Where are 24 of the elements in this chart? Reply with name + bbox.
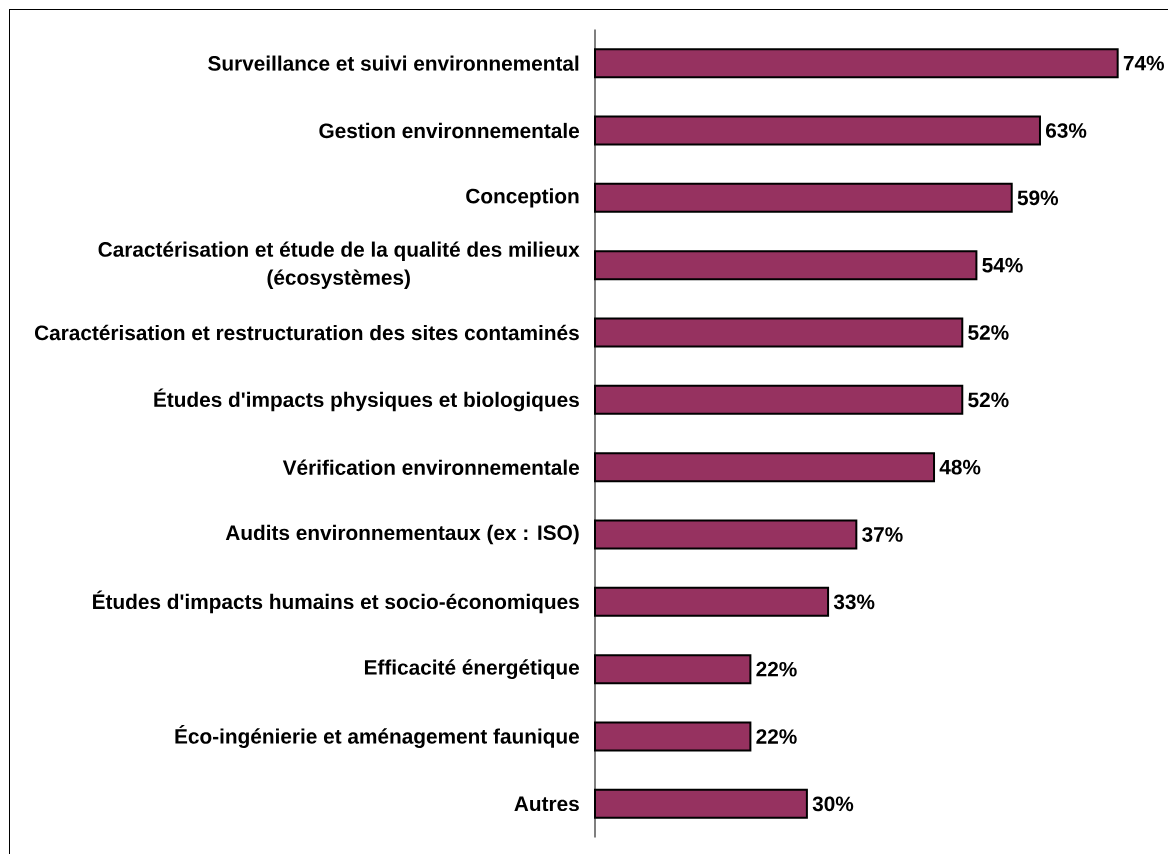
y-tick-label: Conception: [466, 188, 579, 208]
data-label: 30%: [812, 796, 854, 812]
y-tick-label: Autres: [514, 796, 579, 812]
data-label: 63%: [1045, 123, 1087, 138]
y-tick-label: Vérification environnementale: [282, 459, 579, 475]
y-tick-label: Caractérisation et étude de la qualité des milieux (écosystèmes): [98, 241, 580, 289]
data-label: 37%: [862, 527, 903, 542]
y-tick-label: Éco-ingénierie et aménagement faunique: [175, 725, 580, 748]
data-label: 22%: [756, 661, 797, 677]
data-label: 74%: [1123, 55, 1164, 71]
data-label: 59%: [1017, 190, 1059, 206]
data-label: 48%: [939, 459, 981, 475]
y-tick-label: Études d'impacts humains et socio-économiques: [93, 590, 579, 614]
y-tick-label: Études d'impacts physiques et biologiques: [154, 388, 579, 412]
data-label: 33%: [833, 594, 875, 610]
data-label: 52%: [968, 392, 1009, 408]
y-tick-label: Gestion environnementale: [319, 122, 580, 139]
data-label: 52%: [968, 325, 1009, 340]
y-tick-label: Caractérisation et restructuration des sites contaminés: [34, 324, 579, 341]
y-tick-label: Audits environnementaux (ex : ISO): [225, 524, 579, 545]
data-label: 22%: [756, 729, 797, 744]
data-label: 54%: [982, 257, 1023, 273]
y-tick-label: Efficacité énergétique: [364, 659, 579, 680]
y-tick-label: Surveillance et suivi environnemental: [208, 55, 579, 71]
